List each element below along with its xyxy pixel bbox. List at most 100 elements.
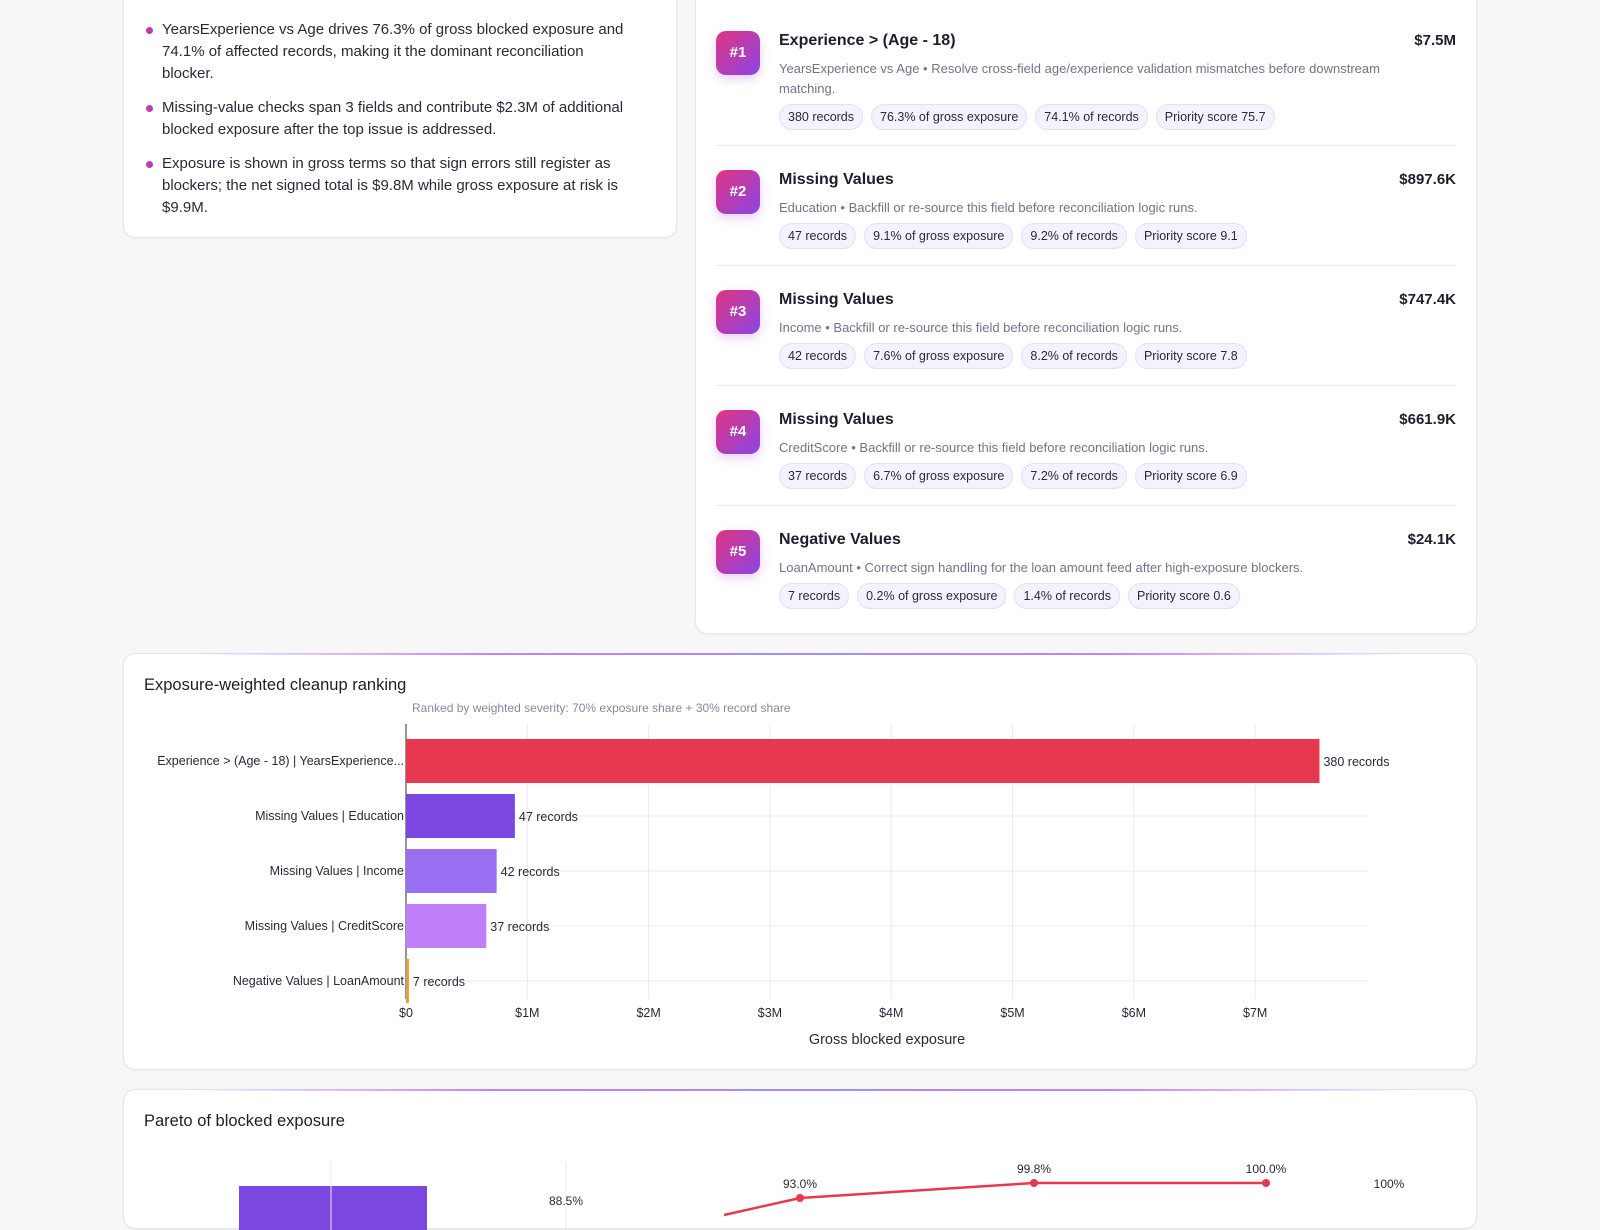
insights-card: YearsExperience vs Age drives 76.3% of g…	[123, 0, 677, 238]
rank-badge: #3	[716, 290, 760, 334]
data-label: 380 records	[1323, 755, 1389, 769]
data-label: 47 records	[519, 810, 578, 824]
divider	[716, 145, 1456, 146]
y-tick-label: Missing Values | Income	[270, 864, 404, 878]
insights-list: YearsExperience vs Age drives 76.3% of g…	[144, 19, 634, 231]
priority-amount: $747.4K	[1399, 291, 1456, 308]
priority-score-tag: Priority score 7.8	[1134, 343, 1247, 369]
priority-tags: 42 records 7.6% of gross exposure 8.2% o…	[779, 343, 1247, 369]
bullet-dot-icon	[146, 105, 153, 112]
priority-amount: $661.9K	[1399, 411, 1456, 428]
chart-subtitle: Ranked by weighted severity: 70% exposur…	[412, 701, 791, 715]
priority-score-tag: Priority score 75.7	[1155, 104, 1275, 130]
priority-title: Missing Values	[779, 291, 894, 308]
y-tick-label: Missing Values | CreditScore	[245, 919, 404, 933]
y-tick-label: Missing Values | Education	[255, 809, 404, 823]
bar	[406, 794, 515, 838]
line-point	[796, 1194, 804, 1202]
right-axis-tick-label: 100%	[1374, 1177, 1405, 1191]
rank-badge: #1	[716, 31, 760, 75]
insight-item: YearsExperience vs Age drives 76.3% of g…	[144, 19, 634, 85]
priority-description: LoanAmount • Correct sign handling for t…	[779, 560, 1304, 575]
line-data-label: 93.0%	[783, 1177, 817, 1191]
rank-badge: #4	[716, 410, 760, 454]
y-tick-label: Experience > (Age - 18) | YearsExperienc…	[157, 754, 404, 768]
exposure-share-tag: 7.6% of gross exposure	[864, 343, 1014, 369]
records-share-tag: 9.2% of records	[1021, 223, 1127, 249]
x-tick-label: $1M	[515, 1006, 539, 1020]
bullet-dot-icon	[146, 27, 153, 34]
line-point	[1030, 1179, 1038, 1187]
records-tag: 37 records	[779, 463, 857, 489]
x-tick-label: $4M	[879, 1006, 903, 1020]
bar	[406, 739, 1320, 783]
priority-description: Education • Backfill or re-source this f…	[779, 200, 1198, 215]
chart-title: Exposure-weighted cleanup ranking	[144, 676, 407, 694]
insight-text: YearsExperience vs Age drives 76.3% of g…	[162, 21, 624, 82]
bar	[406, 904, 487, 948]
records-share-tag: 8.2% of records	[1021, 343, 1127, 369]
exposure-share-tag: 76.3% of gross exposure	[871, 104, 1028, 130]
priority-tags: 380 records 76.3% of gross exposure 74.1…	[779, 104, 1275, 130]
bar	[239, 1186, 427, 1230]
pareto-chart-card: Pareto of blocked exposure 88.5% 93.0% 99.…	[123, 1089, 1477, 1230]
bar	[406, 849, 497, 893]
priority-list-card: #1 Experience > (Age - 18) $7.5M YearsEx…	[695, 0, 1477, 634]
x-tick-label: $0	[399, 1006, 413, 1020]
priority-description: CreditScore • Backfill or re-source this…	[779, 440, 1209, 455]
ranking-chart-card: Exposure-weighted cleanup ranking Ranked…	[123, 653, 1477, 1070]
y-tick-label: Negative Values | LoanAmount	[233, 974, 405, 988]
data-label: 7 records	[413, 975, 465, 989]
records-tag: 7 records	[779, 583, 850, 609]
insight-text: Missing-value checks span 3 fields and c…	[162, 99, 624, 138]
priority-tags: 7 records 0.2% of gross exposure 1.4% of…	[779, 583, 1240, 609]
x-tick-label: $6M	[1122, 1006, 1146, 1020]
priority-score-tag: Priority score 9.1	[1134, 223, 1247, 249]
records-share-tag: 74.1% of records	[1035, 104, 1148, 130]
priority-score-tag: Priority score 6.9	[1134, 463, 1247, 489]
priority-title: Experience > (Age - 18)	[779, 32, 956, 49]
bullet-dot-icon	[146, 161, 153, 168]
line-data-label: 100.0%	[1246, 1162, 1287, 1176]
x-axis-label: Gross blocked exposure	[809, 1032, 965, 1048]
x-tick-label: $7M	[1243, 1006, 1267, 1020]
rank-badge: #2	[716, 170, 760, 214]
priority-title: Missing Values	[779, 411, 894, 428]
records-share-tag: 1.4% of records	[1014, 583, 1120, 609]
priority-description: YearsExperience vs Age • Resolve cross-f…	[779, 61, 1380, 96]
data-label: 42 records	[501, 865, 560, 879]
data-label: 88.5%	[549, 1194, 583, 1208]
rank-badge: #5	[716, 530, 760, 574]
data-label: 37 records	[490, 920, 549, 934]
insight-item: Missing-value checks span 3 fields and c…	[144, 97, 634, 141]
priority-amount: $24.1K	[1407, 531, 1456, 548]
priority-tags: 47 records 9.1% of gross exposure 9.2% o…	[779, 223, 1247, 249]
x-tick-label: $5M	[1000, 1006, 1024, 1020]
records-tag: 380 records	[779, 104, 864, 130]
divider	[716, 385, 1456, 386]
exposure-share-tag: 6.7% of gross exposure	[864, 463, 1014, 489]
priority-tags: 37 records 6.7% of gross exposure 7.2% o…	[779, 463, 1247, 489]
records-tag: 47 records	[779, 223, 857, 249]
x-tick-label: $3M	[758, 1006, 782, 1020]
ranking-chart: Ranked by weighted severity: 70% exposur…	[157, 701, 1389, 1048]
priority-title: Missing Values	[779, 171, 894, 188]
exposure-share-tag: 9.1% of gross exposure	[864, 223, 1014, 249]
divider	[716, 265, 1456, 266]
priority-score-tag: Priority score 0.6	[1127, 583, 1240, 609]
line-data-label: 99.8%	[1017, 1162, 1051, 1176]
insight-text: Exposure is shown in gross terms so that…	[162, 155, 619, 216]
priority-description: Income • Backfill or re-source this fiel…	[779, 320, 1183, 335]
bar	[406, 959, 409, 1003]
insight-item: Exposure is shown in gross terms so that…	[144, 153, 634, 219]
priority-title: Negative Values	[779, 531, 901, 548]
chart-title: Pareto of blocked exposure	[144, 1112, 345, 1130]
x-tick-label: $2M	[636, 1006, 660, 1020]
divider	[716, 505, 1456, 506]
records-tag: 42 records	[779, 343, 857, 369]
pareto-chart: 88.5% 93.0% 99.8% 100.0% 100%	[239, 1162, 1405, 1230]
line-point	[1262, 1179, 1270, 1187]
priority-amount: $7.5M	[1414, 32, 1456, 49]
priority-amount: $897.6K	[1399, 171, 1456, 188]
exposure-share-tag: 0.2% of gross exposure	[857, 583, 1007, 609]
